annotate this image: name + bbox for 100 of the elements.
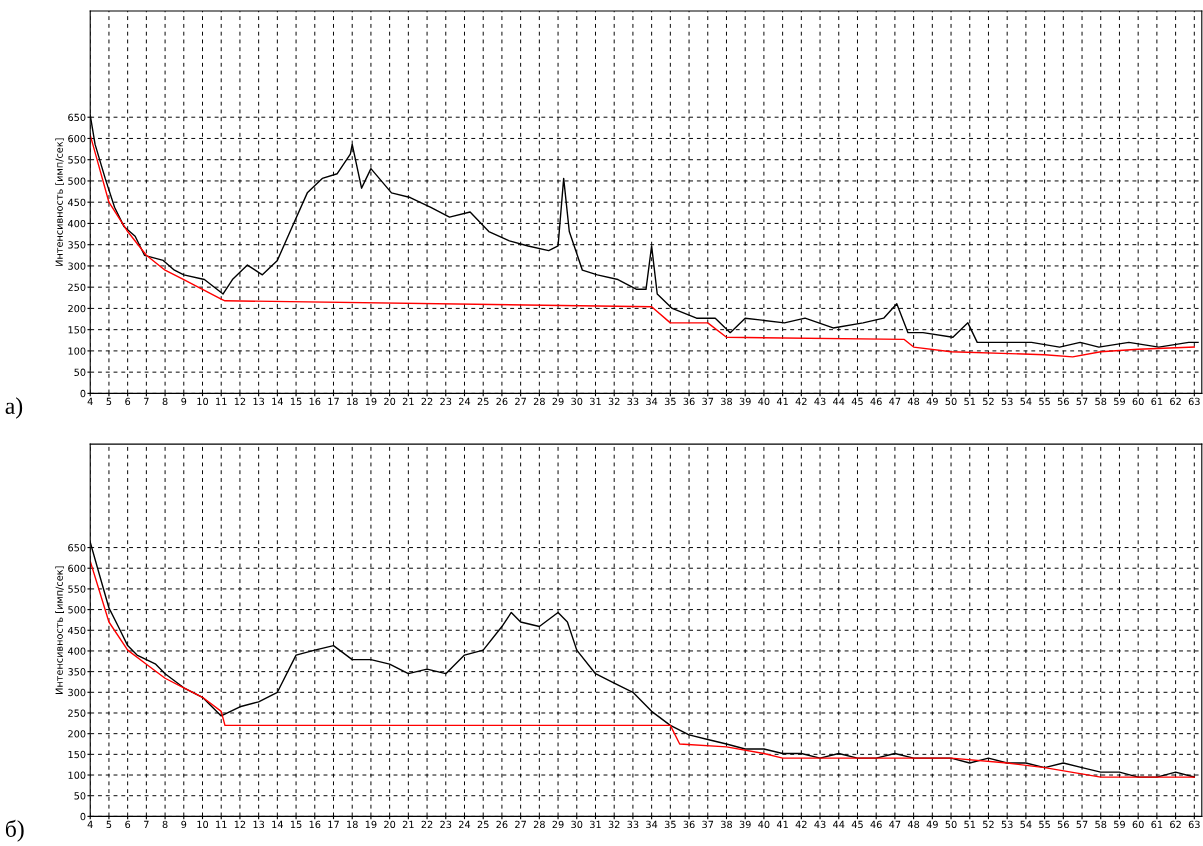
x-tick-label: 45 (851, 397, 863, 406)
x-tick-label: 7 (144, 820, 149, 828)
x-tick-label: 24 (459, 820, 471, 828)
x-tick-label: 39 (739, 397, 751, 406)
x-tick-label: 27 (515, 820, 526, 828)
x-tick-label: 58 (1095, 820, 1107, 829)
x-tick-label: 31 (590, 397, 601, 406)
y-tick-label: 450 (67, 626, 86, 635)
x-tick-label: 26 (496, 820, 508, 829)
x-tick-label: 18 (347, 397, 358, 406)
x-tick-label: 9 (181, 820, 187, 829)
x-tick-label: 57 (1076, 820, 1088, 829)
x-tick-label: 11 (216, 820, 227, 828)
y-tick-label: 600 (68, 134, 86, 143)
y-tick-label: 550 (68, 156, 86, 164)
y-tick-label: 350 (68, 668, 86, 676)
x-tick-label: 28 (533, 820, 545, 829)
x-tick-label: 53 (1001, 397, 1013, 406)
x-tick-label: 5 (106, 397, 112, 406)
x-tick-label: 12 (234, 820, 246, 828)
x-tick-label: 53 (1001, 820, 1013, 829)
x-tick-label: 49 (926, 397, 938, 406)
x-tick-label: 11 (216, 397, 227, 405)
x-tick-label: 7 (144, 397, 149, 405)
text: а) (5, 397, 23, 419)
x-tick-label: 55 (1039, 820, 1050, 829)
x-tick-label: 59 (1114, 397, 1125, 406)
x-tick-label: 29 (552, 397, 564, 406)
y-tick-label: 450 (67, 198, 86, 207)
x-tick-label: 30 (571, 820, 583, 829)
x-tick-label: 45 (851, 820, 863, 829)
x-tick-label: 35 (664, 820, 676, 829)
x-tick-label: 28 (533, 397, 545, 406)
x-tick-label: 19 (365, 820, 377, 829)
x-tick-label: 12 (234, 397, 246, 405)
x-tick-label: 19 (365, 397, 377, 406)
x-tick-label: 38 (721, 820, 732, 829)
x-tick-label: 44 (833, 397, 845, 405)
x-tick-label: 43 (814, 397, 826, 406)
x-tick-label: 54 (1020, 820, 1032, 829)
x-tick-label: 52 (983, 820, 994, 829)
y-tick-label: 300 (68, 262, 86, 270)
x-tick-label: 34 (646, 820, 658, 829)
y-tick-label: 350 (68, 241, 86, 249)
x-tick-label: 13 (253, 397, 265, 406)
x-tick-label: 17 (328, 397, 339, 405)
y-tick-label: 50 (74, 368, 86, 376)
y-tick-label: 100 (68, 347, 86, 355)
x-tick-label: 20 (384, 397, 396, 406)
text: б) (5, 819, 24, 842)
x-tick-label: 51 (964, 820, 976, 829)
x-tick-label: 56 (1057, 397, 1069, 406)
x-tick-label: 10 (197, 820, 209, 829)
x-tick-label: 36 (683, 397, 695, 406)
y-tick-label: 50 (74, 792, 86, 800)
y-tick-label: 400 (67, 647, 86, 655)
x-tick-label: 34 (646, 397, 658, 406)
x-tick-label: 26 (496, 397, 508, 406)
x-tick-label: 23 (440, 820, 452, 829)
x-tick-label: 33 (627, 397, 639, 406)
x-tick-label: 51 (964, 397, 976, 406)
x-tick-label: 8 (162, 820, 168, 829)
x-tick-label: 39 (739, 820, 751, 829)
x-tick-label: 46 (870, 820, 882, 829)
x-tick-label: 55 (1039, 397, 1050, 406)
x-tick-label: 59 (1114, 820, 1125, 829)
x-tick-label: 25 (477, 397, 489, 406)
x-tick-label: 62 (1170, 397, 1181, 406)
y-tick-label: 600 (68, 564, 86, 573)
x-tick-label: 63 (1188, 397, 1200, 406)
x-tick-label: 52 (983, 397, 994, 406)
y-tick-label: 250 (68, 283, 86, 291)
y-tick-label: 550 (68, 585, 86, 593)
x-tick-label: 47 (889, 820, 901, 828)
y-tick-label: 200 (68, 304, 86, 313)
x-tick-label: 17 (328, 820, 339, 828)
x-tick-label: 32 (608, 820, 620, 829)
x-tick-label: 48 (907, 397, 920, 406)
x-tick-label: 16 (309, 820, 321, 829)
x-tick-label: 23 (440, 397, 452, 406)
x-tick-label: 8 (162, 397, 168, 406)
y-tick-label: 0 (80, 389, 86, 398)
x-tick-label: 5 (106, 820, 112, 829)
y-tick-label: 100 (68, 771, 86, 779)
y-tick-label: 650 (68, 113, 86, 122)
y-tick-label: 300 (68, 688, 86, 697)
x-tick-label: 41 (776, 820, 788, 828)
x-tick-label: 61 (1151, 820, 1163, 829)
x-tick-label: 42 (795, 820, 807, 828)
x-tick-label: 35 (664, 397, 676, 406)
x-tick-label: 20 (384, 820, 396, 829)
x-tick-label: 43 (814, 820, 826, 829)
x-tick-label: 48 (907, 820, 920, 829)
y-tick-label: 400 (67, 219, 86, 228)
x-tick-label: 40 (758, 820, 770, 829)
x-tick-label: 14 (272, 820, 283, 828)
y-tick-label: 500 (68, 177, 86, 185)
y-axis-title: Интенсивность [имп/сек] (55, 138, 64, 266)
x-tick-label: 57 (1076, 397, 1088, 406)
x-tick-label: 9 (181, 397, 187, 406)
